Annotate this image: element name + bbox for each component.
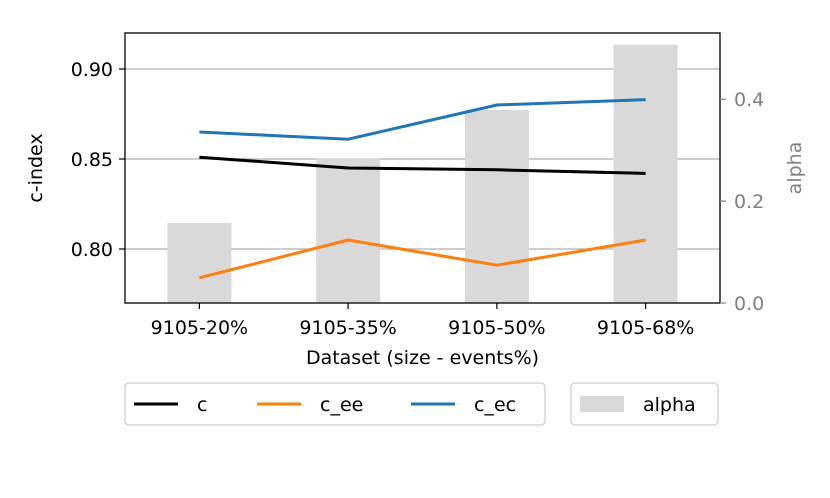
y-axis-title-left: c-index <box>25 133 47 202</box>
x-axis-title: Dataset (size - events%) <box>306 347 539 369</box>
legend-label-c-ec: c_ec <box>474 394 516 416</box>
alpha-bar-2 <box>464 109 529 303</box>
x-tick-label-0: 9105-20% <box>151 317 248 339</box>
series-line-c-ec <box>199 98 646 141</box>
plot-frame <box>124 32 721 304</box>
series-line-c <box>199 155 646 175</box>
y-tick-label-right-1: 0.2 <box>734 191 764 213</box>
y-tick-label-right-0: 0.0 <box>734 293 764 315</box>
bar-layer <box>167 44 678 303</box>
legend-swatch-alpha <box>580 396 624 412</box>
legend-label-c: c <box>197 394 207 416</box>
series-line-c-ee <box>199 238 646 280</box>
axes-layer: 9105-20% 9105-35% 9105-50% 9105-68% 0.80 0.85… <box>25 32 806 369</box>
alpha-bar-1 <box>316 158 381 303</box>
alpha-bar-0 <box>167 223 232 303</box>
legend-layer: c c_ee c_ec alpha <box>124 382 719 426</box>
y-axis-title-right: alpha <box>784 142 806 195</box>
legend-box-bars <box>570 382 719 426</box>
line-layer <box>199 98 646 280</box>
x-tick-label-1: 9105-35% <box>299 317 396 339</box>
y-tick-label-left-0: 0.80 <box>71 239 113 261</box>
legend-label-c-ee: c_ee <box>320 394 363 416</box>
y-tick-label-right-2: 0.4 <box>734 89 764 111</box>
legend-label-alpha: alpha <box>643 394 696 416</box>
y-tick-label-left-1: 0.85 <box>71 149 113 171</box>
x-tick-label-2: 9105-50% <box>448 317 545 339</box>
y-tick-label-left-2: 0.90 <box>71 59 113 81</box>
x-tick-label-3: 9105-68% <box>597 317 694 339</box>
legend-box-lines <box>124 382 546 426</box>
